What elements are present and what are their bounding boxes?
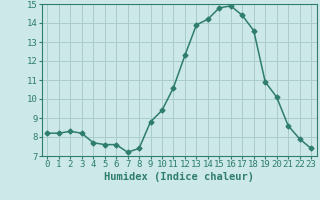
X-axis label: Humidex (Indice chaleur): Humidex (Indice chaleur) [104, 172, 254, 182]
